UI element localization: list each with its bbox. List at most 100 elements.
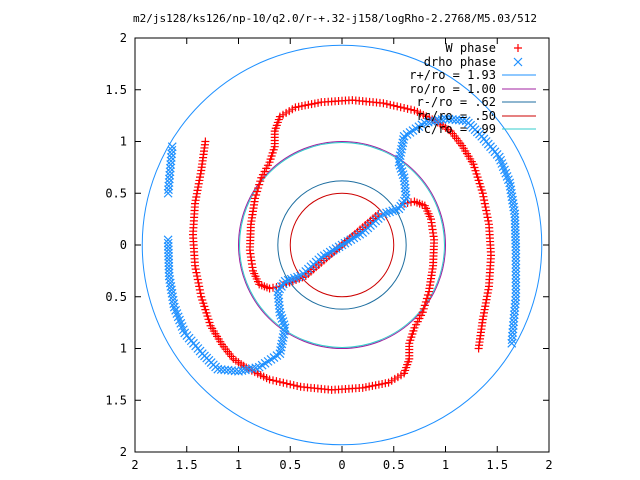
- w-phase-point-271: [382, 100, 391, 109]
- w-phase-point-37: [191, 261, 200, 270]
- drho-phase-point-15: [167, 285, 176, 295]
- drho-phase-point-122: [385, 207, 395, 217]
- w-phase-point-178: [410, 197, 419, 206]
- y-tick-label-8: 2: [120, 31, 127, 45]
- drho-phase-point-77: [274, 300, 284, 310]
- legend-label-drho: drho phase: [424, 55, 496, 69]
- w-phase-point-264: [407, 105, 415, 114]
- w-phase-point-227: [479, 192, 488, 201]
- legend-label-rplus: r+/ro = 1.93: [409, 68, 496, 82]
- w-phase-point-192: [479, 312, 488, 321]
- w-phase-point-324: [256, 177, 265, 186]
- drho-phase-point-214: [511, 260, 521, 269]
- w-phase-point-81: [265, 375, 274, 384]
- drho-phase-point-234: [507, 331, 517, 341]
- drho-phase-point-165: [454, 115, 464, 125]
- legend-label-rminus: r-/ro = .62: [417, 95, 496, 109]
- y-tick-label-7: 1.5: [105, 83, 127, 97]
- drho-phase-point-219: [511, 277, 521, 287]
- w-phase-point-179: [407, 198, 415, 207]
- w-phase-point-144: [421, 297, 430, 306]
- drho-phase-point-50: [237, 366, 247, 376]
- w-phase-point-89: [293, 381, 302, 390]
- drho-phase-point-230: [509, 317, 519, 327]
- circle-series: [141, 44, 543, 446]
- legend-label-rc50: rc/ro = .50: [417, 109, 496, 123]
- drho-phase-point-158: [430, 116, 440, 126]
- drho-phase-point-70: [280, 323, 290, 333]
- w-phase-point-221: [483, 213, 492, 222]
- drho-phase-point-76: [275, 304, 284, 314]
- y-tick-label-3: 0.5: [105, 290, 127, 304]
- legend-label-rc99: rc/ro = .99: [417, 122, 496, 136]
- drho-phase-point-78: [274, 297, 284, 307]
- drho-phase-point-160: [437, 114, 447, 124]
- drho-phase-point-243: [165, 163, 175, 173]
- legend-marker-0: [514, 44, 522, 52]
- drho-phase-point-217: [511, 270, 521, 280]
- drho-phase-point-159: [434, 115, 444, 125]
- ref-circle-3: [289, 192, 395, 298]
- drho-phase-point-121: [382, 208, 391, 218]
- w-phase-point-45: [196, 289, 205, 298]
- y-tick-label-0: 2: [120, 445, 127, 459]
- drho-phase-point-51: [240, 365, 250, 375]
- drho-phase-point-205: [510, 229, 520, 239]
- drho-phase-point-194: [507, 192, 517, 202]
- x-tick-label-4: 0: [338, 458, 345, 472]
- drho-phase-point-157: [427, 117, 437, 126]
- chart-title: m2/js128/ks126/np-10/q2.0/r-+.32-j158/lo…: [133, 12, 537, 25]
- w-phase-point-265: [403, 104, 412, 113]
- drho-phase-point-1: [163, 238, 173, 248]
- w-phase-point-191: [478, 315, 487, 324]
- drho-phase-point-71: [279, 320, 289, 330]
- drho-phase-point-246: [164, 174, 174, 184]
- drho-phase-point-135: [399, 173, 409, 183]
- drho-phase-point-197: [509, 202, 519, 212]
- w-phase-point-86: [282, 379, 291, 388]
- drho-phase-point-163: [447, 114, 457, 124]
- drho-phase-point-201: [510, 216, 520, 225]
- x-tick-label-2: 1: [235, 458, 242, 472]
- drho-phase-point-213: [511, 256, 521, 266]
- drho-phase-point-212: [511, 252, 521, 262]
- w-phase-point-266: [400, 104, 409, 113]
- w-phase-point-82: [269, 376, 277, 385]
- drho-phase-point-236: [507, 338, 517, 348]
- y-tick-label-5: 0.5: [105, 186, 127, 200]
- drho-phase-point-187: [501, 168, 511, 178]
- w-phase-point-15: [193, 186, 202, 195]
- x-tick-label-5: 0.5: [383, 458, 405, 472]
- drho-phase-point-241: [166, 156, 176, 166]
- w-phase-point-196: [481, 298, 490, 307]
- drho-phase-point-14: [166, 281, 176, 291]
- drho-phase-point-138: [396, 163, 406, 173]
- drho-phase-point-235: [507, 335, 517, 345]
- x-tick-label-0: 2: [131, 458, 138, 472]
- drho-phase-point-88: [289, 273, 299, 283]
- drho-phase-point-166: [458, 116, 468, 125]
- drho-phase-point-207: [511, 235, 521, 245]
- drho-phase-point-222: [511, 288, 521, 298]
- drho-phase-point-226: [510, 303, 520, 312]
- drho-phase-point-233: [508, 328, 518, 338]
- drho-phase-point-136: [398, 170, 408, 180]
- drho-phase-point-196: [508, 199, 518, 209]
- drho-phase-point-16: [167, 288, 177, 298]
- w-phase-point-360: [265, 284, 274, 293]
- ref-circle-0: [141, 44, 543, 446]
- drho-phase-point-237: [167, 142, 177, 152]
- drho-phase-point-221: [511, 285, 521, 295]
- w-phase-point-43: [195, 282, 204, 291]
- w-phase-point-268: [393, 102, 402, 111]
- w-phase-point-145: [422, 294, 431, 303]
- drho-phase-point-211: [511, 249, 521, 259]
- drho-phase-point-44: [216, 365, 226, 374]
- w-phase-point-220: [484, 216, 493, 225]
- w-phase-point-42: [194, 278, 203, 287]
- drho-phase-point-85: [280, 276, 290, 286]
- drho-phase-point-3: [163, 245, 173, 255]
- drho-phase-point-73: [277, 314, 287, 323]
- x-tick-label-1: 1.5: [176, 458, 198, 472]
